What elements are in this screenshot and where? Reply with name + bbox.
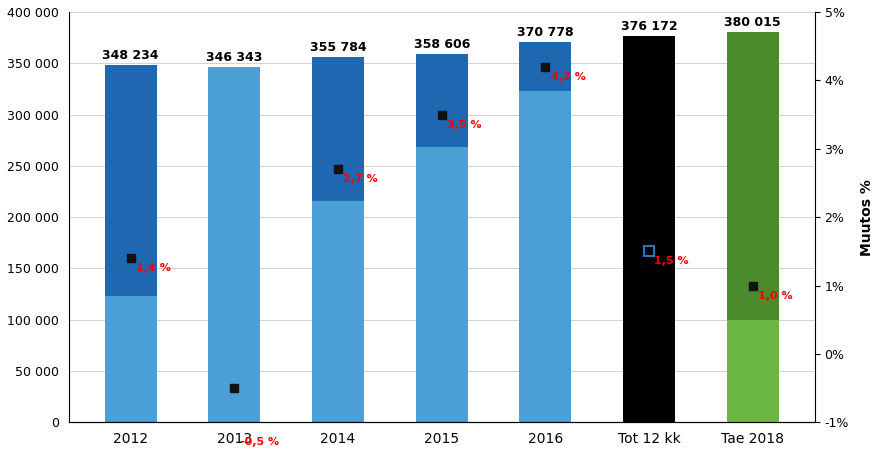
Bar: [209, 67, 260, 422]
Text: 348 234: 348 234: [102, 49, 159, 62]
Text: 346 343: 346 343: [206, 51, 263, 64]
Bar: [105, 65, 157, 296]
Text: 355 784: 355 784: [310, 41, 366, 54]
Bar: [520, 42, 571, 91]
Bar: [312, 201, 364, 422]
Text: 4,2 %: 4,2 %: [551, 72, 585, 82]
Text: 376 172: 376 172: [621, 20, 677, 34]
Bar: [623, 36, 675, 289]
Text: 1,5 %: 1,5 %: [655, 256, 689, 266]
Bar: [312, 58, 364, 201]
Bar: [727, 320, 779, 422]
Text: 380 015: 380 015: [724, 16, 781, 29]
Text: 1,0 %: 1,0 %: [758, 291, 793, 301]
Text: -0,5 %: -0,5 %: [240, 437, 278, 447]
Text: 1,4 %: 1,4 %: [136, 263, 171, 273]
Text: 358 606: 358 606: [413, 39, 470, 51]
Bar: [623, 289, 675, 422]
Text: 370 778: 370 778: [517, 26, 574, 39]
Bar: [416, 147, 468, 422]
Bar: [105, 296, 157, 422]
Text: 3,5 %: 3,5 %: [447, 120, 481, 130]
Bar: [416, 54, 468, 147]
Bar: [727, 33, 779, 320]
Bar: [520, 91, 571, 422]
Text: 2,7 %: 2,7 %: [344, 174, 378, 184]
Y-axis label: Muutos %: Muutos %: [860, 178, 874, 255]
